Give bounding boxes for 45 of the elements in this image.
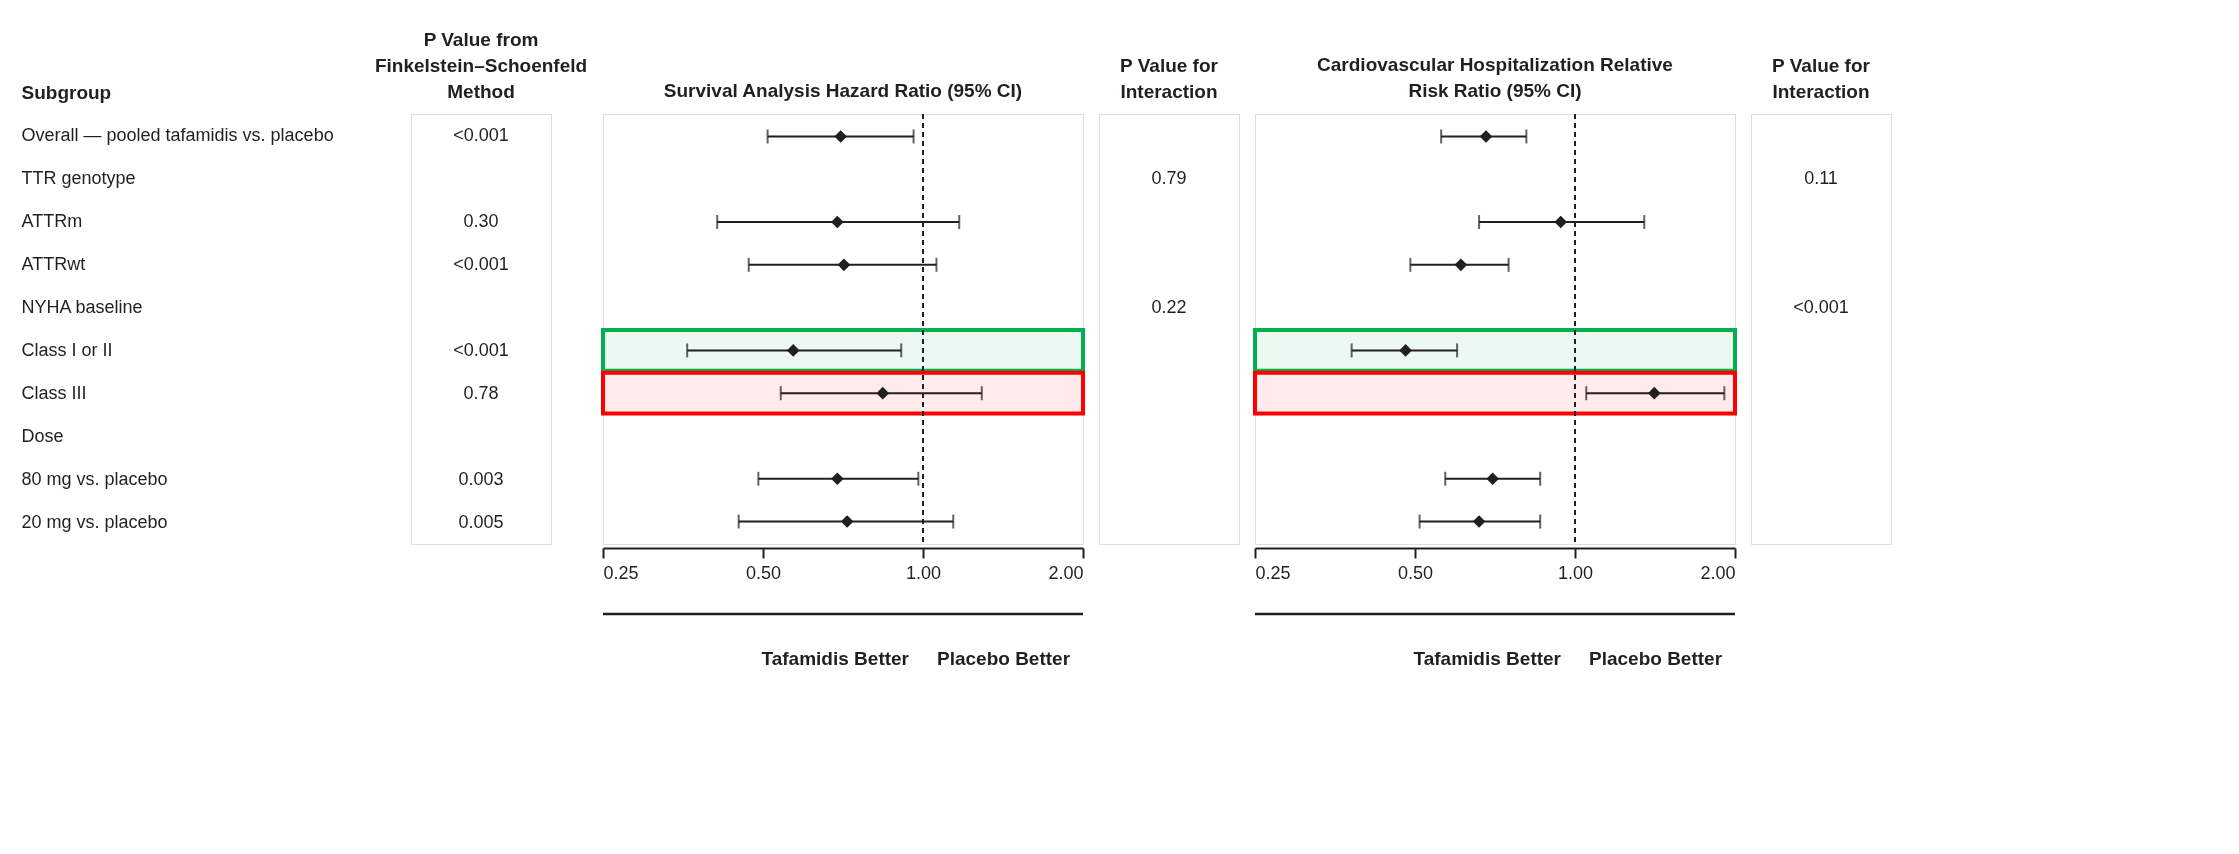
category-label: NYHA baseline <box>21 297 143 317</box>
text: P Value from Finkelstein–Schoenfeld Method <box>374 29 588 102</box>
text: 0.22 <box>1151 296 1187 317</box>
text: P Value for Interaction <box>1772 55 1871 102</box>
x-tick-label: 0.50 <box>745 562 782 583</box>
text: 0.005 <box>458 511 504 532</box>
category-label: Overall — pooled tafamidis vs. placebo <box>21 125 334 145</box>
text: 0.78 <box>463 382 499 403</box>
point <box>840 515 854 528</box>
point <box>831 472 844 486</box>
category-label: 80 mg vs. placebo <box>21 469 168 489</box>
point <box>834 130 847 143</box>
text: 0.11 <box>1804 167 1838 188</box>
category-label: Dose <box>21 426 64 446</box>
text: 0.79 <box>1151 167 1187 188</box>
point <box>837 258 851 272</box>
text: Subgroup <box>21 81 112 103</box>
text: Tafamidis Better <box>761 648 910 669</box>
text: P Value for Interaction <box>1120 55 1219 102</box>
point <box>831 215 844 229</box>
x-tick-label: 1.00 <box>1557 562 1594 583</box>
chart-title: Cardiovascular Hospitalization Relative Risk Ratio (95% CI) <box>1317 54 1673 101</box>
text: <0.001 <box>453 339 509 360</box>
category-label: 20 mg vs. placebo <box>21 512 168 532</box>
category-label: TTR genotype <box>21 168 136 188</box>
text: Placebo Better <box>1589 648 1723 669</box>
x-tick-label: 2.00 <box>1048 562 1084 583</box>
text: 0.30 <box>463 210 499 231</box>
category-label: Class I or II <box>21 340 113 360</box>
text: <0.001 <box>453 124 509 145</box>
x-tick-label: 1.00 <box>905 562 942 583</box>
x-tick-label: 0.50 <box>1397 562 1434 583</box>
category-label: ATTRm <box>21 211 83 231</box>
text: Tafamidis Better <box>1413 648 1562 669</box>
category-label: Class III <box>21 383 87 403</box>
text: 0.003 <box>458 468 504 489</box>
point <box>876 386 890 400</box>
x-tick-label: 0.25 <box>1255 562 1291 583</box>
text: <0.001 <box>453 253 509 274</box>
text: Placebo Better <box>937 648 1071 669</box>
category-label: ATTRwt <box>21 254 86 274</box>
chart-title: Survival Analysis Hazard Ratio (95% CI) <box>663 80 1023 101</box>
x-tick-label: 0.25 <box>603 562 639 583</box>
x-tick-label: 2.00 <box>1700 562 1736 583</box>
text: <0.001 <box>1793 296 1849 317</box>
